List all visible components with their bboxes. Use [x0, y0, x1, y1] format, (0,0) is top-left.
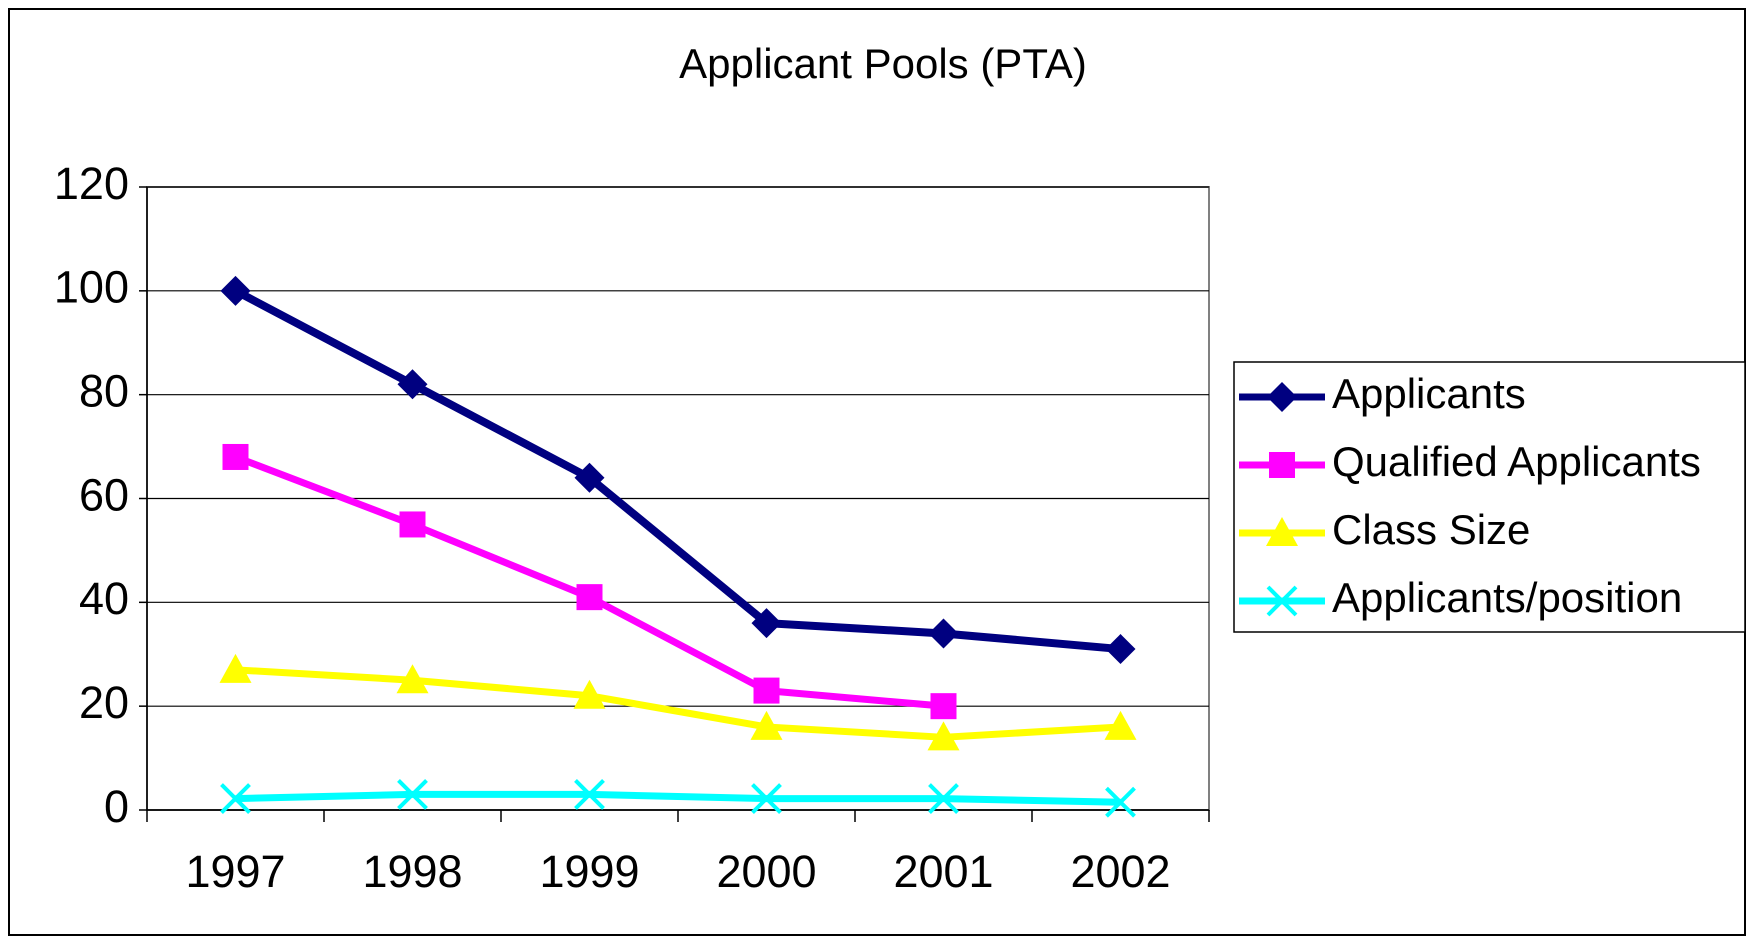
marker — [750, 710, 783, 740]
x-tick-label: 2001 — [893, 846, 993, 897]
y-tick-label: 60 — [79, 469, 129, 520]
marker — [1266, 517, 1298, 546]
marker — [1269, 452, 1295, 478]
y-tick-label: 20 — [79, 677, 129, 728]
legend-label: Qualified Applicants — [1332, 438, 1701, 485]
marker — [927, 721, 960, 751]
x-tick-label: 2002 — [1070, 846, 1170, 897]
y-tick-label: 120 — [54, 158, 129, 209]
series-line — [233, 287, 1121, 654]
x-tick-label: 2000 — [716, 846, 816, 897]
marker — [928, 783, 959, 814]
marker — [751, 783, 782, 814]
legend-box — [1233, 361, 1746, 633]
x-tick-label: 1997 — [185, 846, 285, 897]
marker — [574, 779, 605, 810]
marker — [1104, 710, 1137, 740]
y-tick-label: 80 — [79, 366, 129, 417]
legend-label: Applicants/position — [1332, 574, 1682, 621]
series-line — [235, 790, 1121, 806]
y-tick-label: 0 — [104, 781, 129, 832]
marker — [1105, 786, 1136, 818]
chart-title: Applicant Pools (PTA) — [679, 40, 1087, 87]
marker — [1266, 585, 1298, 617]
marker — [1105, 634, 1136, 665]
marker — [220, 783, 251, 814]
marker — [219, 653, 252, 683]
marker — [574, 462, 605, 493]
marker — [397, 779, 428, 810]
series-line — [235, 666, 1121, 741]
marker — [222, 443, 249, 470]
marker — [930, 693, 957, 720]
marker — [751, 608, 782, 639]
marker — [573, 679, 606, 709]
marker — [753, 677, 780, 704]
x-tick-label: 1999 — [539, 846, 639, 897]
marker — [220, 275, 251, 306]
legend-label: Class Size — [1332, 506, 1530, 553]
legend-label: Applicants — [1332, 370, 1526, 417]
marker — [399, 511, 426, 538]
y-tick-label: 40 — [79, 573, 129, 624]
marker — [928, 618, 959, 649]
marker — [1267, 382, 1297, 412]
marker — [397, 369, 428, 400]
x-tick-label: 1998 — [362, 846, 462, 897]
marker — [396, 664, 429, 694]
marker — [576, 584, 603, 611]
y-tick-label: 100 — [54, 262, 129, 313]
